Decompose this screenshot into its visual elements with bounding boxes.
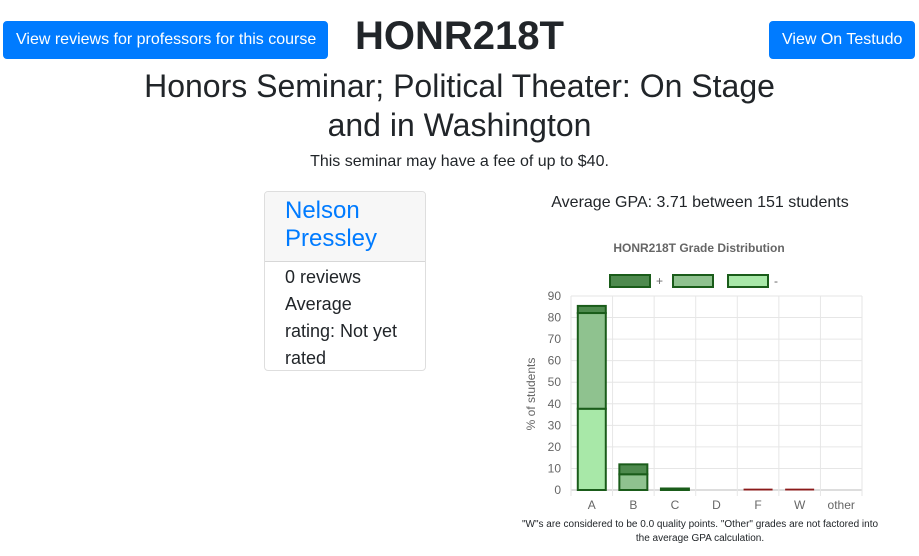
x-tick-label: D (712, 498, 721, 512)
grade-distribution-note: "W"s are considered to be 0.0 quality po… (521, 519, 879, 544)
y-tick-label: 40 (548, 397, 562, 411)
bar-segment (659, 487, 690, 492)
course-fee-note: This seminar may have a fee of up to $40… (310, 153, 609, 170)
y-tick-label: 30 (548, 418, 562, 432)
bar-segment (576, 407, 607, 491)
y-tick-label: 90 (548, 289, 562, 303)
professor-card-header: Nelson Pressley (265, 192, 425, 262)
legend-swatch (727, 274, 769, 288)
view-on-testudo-button[interactable]: View On Testudo (769, 21, 915, 59)
y-tick-label: 0 (554, 483, 561, 497)
professor-name-link[interactable]: Nelson Pressley (285, 197, 378, 252)
y-tick-label: 50 (548, 375, 562, 389)
x-tick-label: F (754, 498, 761, 512)
y-tick-label: 10 (548, 461, 562, 475)
x-tick-label: B (629, 498, 637, 512)
x-tick-label: W (794, 498, 806, 512)
bar-segment (785, 488, 815, 491)
professor-review-count: 0 reviews (285, 267, 362, 287)
y-tick-label: 60 (548, 354, 562, 368)
x-tick-label: other (828, 498, 855, 512)
chart-grid (570, 295, 863, 496)
legend-label: - (774, 274, 778, 288)
chart-legend: + - (609, 274, 778, 288)
professor-card: Nelson Pressley 0 reviews Average rating… (264, 191, 426, 371)
bar-segment (576, 304, 607, 315)
bar-segment (576, 312, 607, 410)
y-axis-label: % of students (524, 358, 538, 431)
bar-segment (618, 463, 649, 476)
x-tick-label: A (588, 498, 596, 512)
average-gpa-summary: Average GPA: 3.71 between 151 students (551, 194, 849, 211)
legend-swatch (609, 274, 651, 288)
course-title: Honors Seminar; Political Theater: On St… (144, 68, 775, 143)
bar-segment (743, 488, 773, 491)
grade-distribution-chart: HONR218T Grade Distribution + - 010203040… (524, 241, 863, 512)
professor-card-body: 0 reviews Average rating: Not yet rated (265, 262, 425, 370)
legend-label: + (656, 274, 663, 288)
legend-swatch (672, 274, 714, 288)
y-axis-ticks: 0 10 20 30 40 50 60 70 80 90 (548, 289, 562, 497)
course-code-title: HONR218T (355, 14, 564, 58)
y-tick-label: 20 (548, 440, 562, 454)
view-professor-reviews-button[interactable]: View reviews for professors for this cou… (3, 21, 328, 59)
y-tick-label: 80 (548, 311, 562, 325)
chart-bars (576, 304, 815, 492)
x-tick-label: C (671, 498, 680, 512)
chart-title: HONR218T Grade Distribution (613, 241, 784, 255)
bar-segment (618, 473, 649, 492)
y-tick-label: 70 (548, 332, 562, 346)
professor-average-rating: Average rating: Not yet rated (285, 294, 398, 368)
